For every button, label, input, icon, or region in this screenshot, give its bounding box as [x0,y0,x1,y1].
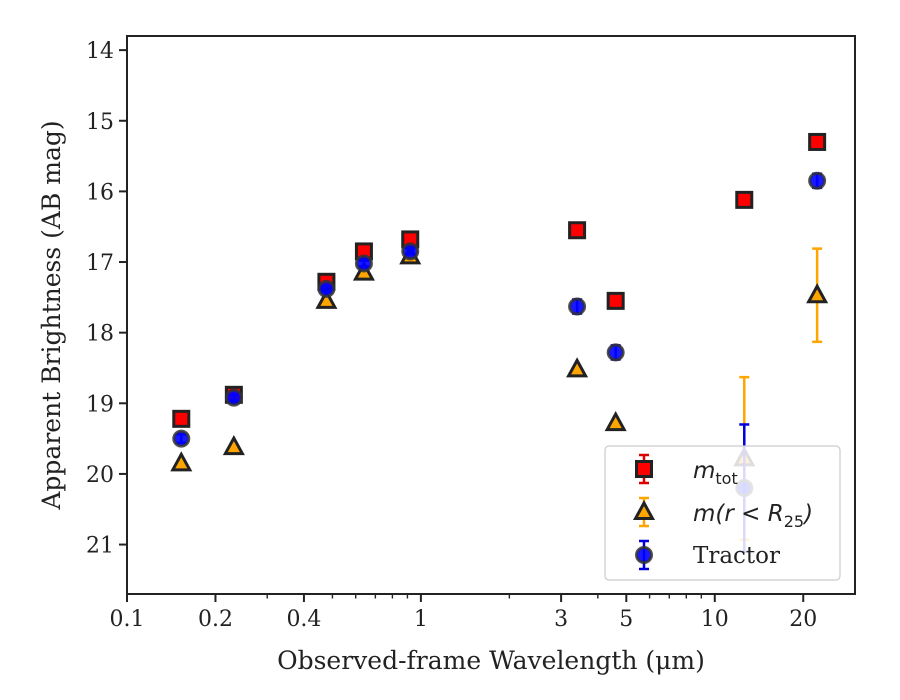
y-tick-label: 14 [86,39,114,64]
legend-marker-tractor [635,546,653,564]
point-tractor [317,279,336,298]
legend: mtot m(r < R25) Tractor [604,445,841,581]
point-mtot [735,190,754,209]
point-tractor [568,297,587,316]
point-mtot [606,291,625,310]
x-tick-label: 1 [414,607,428,632]
x-tick-label: 0.2 [198,607,233,632]
legend-label-tractor: Tractor [693,543,780,569]
point-mtot [808,132,827,151]
point-mtot [568,221,587,240]
point-mr25 [566,357,589,378]
point-mr25 [806,283,829,304]
y-tick-label: 21 [86,534,114,559]
legend-label-mtot: mtot [693,458,738,488]
y-tick-label: 15 [86,110,114,135]
series-mtot [172,132,827,428]
legend-label-mr25-sub: 25 [784,512,804,531]
x-tick-label: 5 [619,607,633,632]
point-tractor [401,242,420,261]
y-tick-label: 19 [86,392,114,417]
point-mr25 [170,451,193,472]
point-tractor [808,171,827,190]
y-tick-label: 17 [86,251,114,276]
y-tick-label: 18 [86,322,114,347]
legend-markers [632,453,656,571]
plot-frame [126,35,856,595]
x-axis-label: Observed-frame Wavelength (μm) [277,646,705,675]
x-tick-label: 3 [554,607,568,632]
x-tick-label: 0.1 [110,607,145,632]
legend-label-mr25: m(r < R25) [693,501,813,531]
legend-label-mtot-main: m [693,458,715,484]
legend-label-mr25-main: m(r < R [693,501,784,527]
y-tick-label: 16 [86,180,114,205]
legend-label-mr25-tail: ) [802,501,813,527]
point-mr25 [222,434,245,456]
axis-tick-labels: 0.1 0.2 0.4 1 3 5 10 20 14 15 16 17 18 19 20 21 [86,39,817,632]
point-mr25 [315,288,338,309]
point-tractor [354,254,373,273]
point-mr25 [604,410,627,432]
x-tick-label: 0.4 [286,607,321,632]
legend-label-mtot-sub: tot [715,469,737,488]
point-tractor [224,388,243,407]
legend-frame [604,445,841,581]
point-tractor [606,343,625,362]
x-tick-label: 20 [789,607,817,632]
legend-marker-mtot [635,460,653,478]
x-tick-label: 10 [701,607,729,632]
point-tractor [172,429,191,448]
y-axis-label: Apparent Brightness (AB mag) [37,120,66,510]
y-tick-label: 20 [86,463,114,488]
point-mtot [172,409,191,428]
legend-marker-mr25 [632,499,656,520]
